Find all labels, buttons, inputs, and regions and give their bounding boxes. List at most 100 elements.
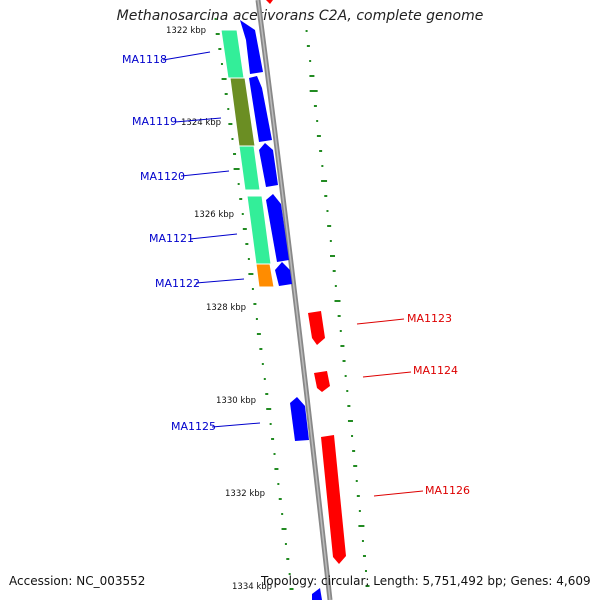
- label-leader-lines: [162, 51, 424, 497]
- gene-arrow-ma1120: [259, 143, 278, 187]
- gc-tick: [266, 408, 272, 410]
- gc-tick: [358, 510, 361, 512]
- scale-label: 1334 kbp: [232, 582, 272, 592]
- gc-tick: [351, 435, 354, 437]
- gc-tick: [271, 438, 275, 440]
- forward-gene-track: [240, 20, 322, 600]
- leader-ma1124: [362, 371, 412, 378]
- gc-tick: [242, 228, 247, 230]
- gene-arrow-ma1125: [290, 397, 309, 441]
- gc-tick: [334, 300, 341, 302]
- gene-label-ma1120: MA1120: [140, 170, 185, 183]
- reverse-gene-track: [266, 0, 346, 564]
- scale-labels: 1322 kbp 1324 kbp 1326 kbp 1328 kbp 1330…: [166, 26, 272, 592]
- scale-label: 1322 kbp: [166, 26, 206, 36]
- gene-label-ma1118: MA1118: [122, 53, 167, 66]
- scale-label: 1330 kbp: [216, 396, 256, 406]
- genome-backbone: [255, 0, 333, 600]
- gc-tick: [361, 540, 364, 542]
- gene-arrow-top: [312, 588, 322, 600]
- gc-tick: [247, 258, 250, 260]
- scale-label: 1332 kbp: [225, 489, 265, 499]
- accession-text: Accession: NC_003552: [9, 574, 146, 588]
- gc-tick: [228, 123, 233, 125]
- gc-tick: [215, 33, 220, 35]
- gc-tick: [233, 153, 237, 155]
- gene-label-ma1122: MA1122: [155, 277, 200, 290]
- gene-arrow-ma1121: [266, 194, 289, 262]
- gc-tick: [344, 375, 347, 377]
- gc-tick: [326, 210, 329, 212]
- gc-tick: [214, 18, 217, 20]
- gc-tick: [337, 315, 341, 317]
- outer-tick-track: [305, 30, 370, 587]
- gene-arrow-ma1124: [314, 371, 330, 392]
- gene-labels: MA1118 MA1119 MA1120 MA1121 MA1122 MA112…: [122, 53, 470, 497]
- gc-tick: [231, 138, 234, 140]
- gc-tick: [309, 90, 318, 92]
- gc-tick: [347, 405, 351, 407]
- gc-tick: [327, 225, 332, 227]
- gc-tick: [281, 513, 284, 515]
- gc-tick: [365, 585, 370, 587]
- gc-tick: [289, 588, 294, 590]
- gc-tick: [281, 528, 287, 530]
- gc-tick: [358, 525, 365, 527]
- gene-label-ma1124: MA1124: [413, 364, 458, 377]
- scale-label: 1328 kbp: [206, 303, 246, 313]
- map-title: Methanosarcina acetivorans C2A, complete…: [116, 8, 484, 24]
- leader-ma1121: [189, 233, 238, 240]
- gc-tick: [218, 48, 222, 50]
- leader-ma1125: [211, 422, 261, 428]
- gene-arrow-ma1122: [275, 262, 292, 286]
- gene-arrow-ma1123: [308, 311, 325, 345]
- gc-tick: [256, 333, 261, 335]
- gene-label-ma1126: MA1126: [425, 484, 470, 497]
- gene-arrow-ma1118: [240, 20, 263, 74]
- cog-block-ma1118: [220, 29, 245, 79]
- gc-tick: [253, 303, 257, 305]
- gc-tick: [324, 195, 328, 197]
- gc-tick: [278, 498, 282, 500]
- gc-tick: [321, 165, 324, 167]
- gene-arrow-ma1126: [321, 435, 346, 564]
- gc-tick: [339, 330, 342, 332]
- gc-tick: [233, 168, 240, 170]
- gc-tick: [286, 558, 290, 560]
- gc-tick: [269, 423, 272, 425]
- gc-tick: [274, 468, 279, 470]
- gc-tick: [313, 105, 317, 107]
- topology-text: Topology: circular; Length: 5,751,492 bp…: [261, 574, 591, 588]
- gc-tick: [220, 63, 223, 65]
- gc-tick: [263, 378, 266, 380]
- gc-tick: [353, 465, 358, 467]
- gene-label-ma1123: MA1123: [407, 312, 452, 325]
- gc-tick: [221, 78, 227, 80]
- scale-label: 1324 kbp: [181, 118, 221, 128]
- gc-tick: [259, 348, 263, 350]
- gc-tick: [334, 285, 337, 287]
- gc-tick: [265, 393, 269, 395]
- gc-tick: [273, 453, 276, 455]
- gc-tick: [309, 60, 312, 62]
- gc-tick: [319, 150, 323, 152]
- cog-block-ma1119: [229, 77, 256, 147]
- gene-arrow-top-red: [266, 0, 273, 4]
- gene-label-ma1125: MA1125: [171, 420, 216, 433]
- cog-track: [220, 29, 275, 288]
- gc-tick: [340, 345, 345, 347]
- gc-tick: [227, 108, 230, 110]
- inner-tick-track: [214, 18, 294, 590]
- leader-ma1120: [180, 170, 230, 177]
- gc-tick: [355, 480, 358, 482]
- gc-tick: [261, 363, 264, 365]
- gc-tick: [352, 450, 356, 452]
- gc-tick: [288, 573, 291, 575]
- gc-tick: [306, 45, 310, 47]
- gc-tick: [284, 543, 287, 545]
- leader-ma1119: [174, 117, 222, 123]
- gc-tick: [305, 30, 308, 32]
- gc-tick: [255, 318, 258, 320]
- scale-label: 1326 kbp: [194, 210, 234, 220]
